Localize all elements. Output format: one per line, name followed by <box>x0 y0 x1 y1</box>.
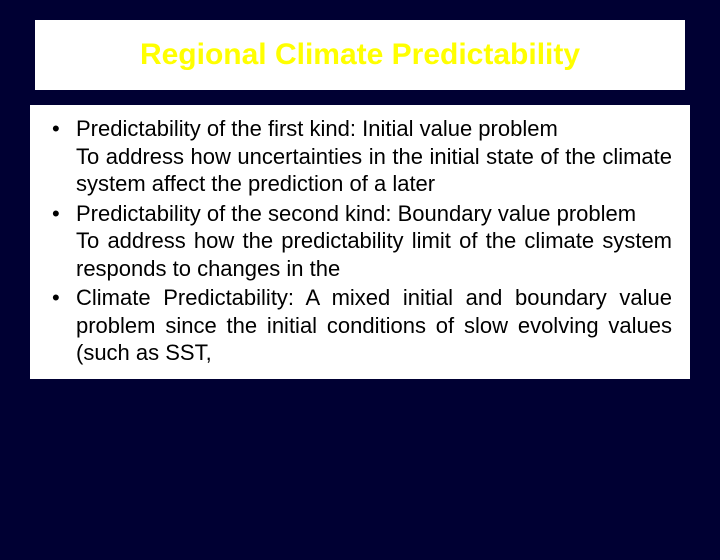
slide-title: Regional Climate Predictability <box>55 38 665 72</box>
bullet-marker: • <box>48 115 76 198</box>
bullet-marker: • <box>48 284 76 367</box>
bullet-marker: • <box>48 200 76 283</box>
bullet-rest-text: Boundary value problem <box>398 201 636 226</box>
bullet-lead-text: Predictability of the first kind: <box>76 116 362 141</box>
bullet-lead-text: Climate Predictability: <box>76 285 305 310</box>
bullet-content: Predictability of the second kind: Bound… <box>76 200 672 283</box>
bullet-item-2: • Predictability of the second kind: Bou… <box>48 200 672 283</box>
bullet-sub-text: To address how uncertainties in the init… <box>76 143 672 198</box>
bullet-lead-text: Predictability of the second kind: <box>76 201 398 226</box>
title-box: Regional Climate Predictability <box>35 20 685 90</box>
bullet-content: Predictability of the first kind: Initia… <box>76 115 672 198</box>
bullet-sub-text: To address how the predictability limit … <box>76 227 672 282</box>
bullet-item-1: • Predictability of the first kind: Init… <box>48 115 672 198</box>
content-box: • Predictability of the first kind: Init… <box>30 105 690 379</box>
bullet-item-3: • Climate Predictability: A mixed initia… <box>48 284 672 367</box>
bullet-content: Climate Predictability: A mixed initial … <box>76 284 672 367</box>
bullet-rest-text: Initial value problem <box>362 116 558 141</box>
